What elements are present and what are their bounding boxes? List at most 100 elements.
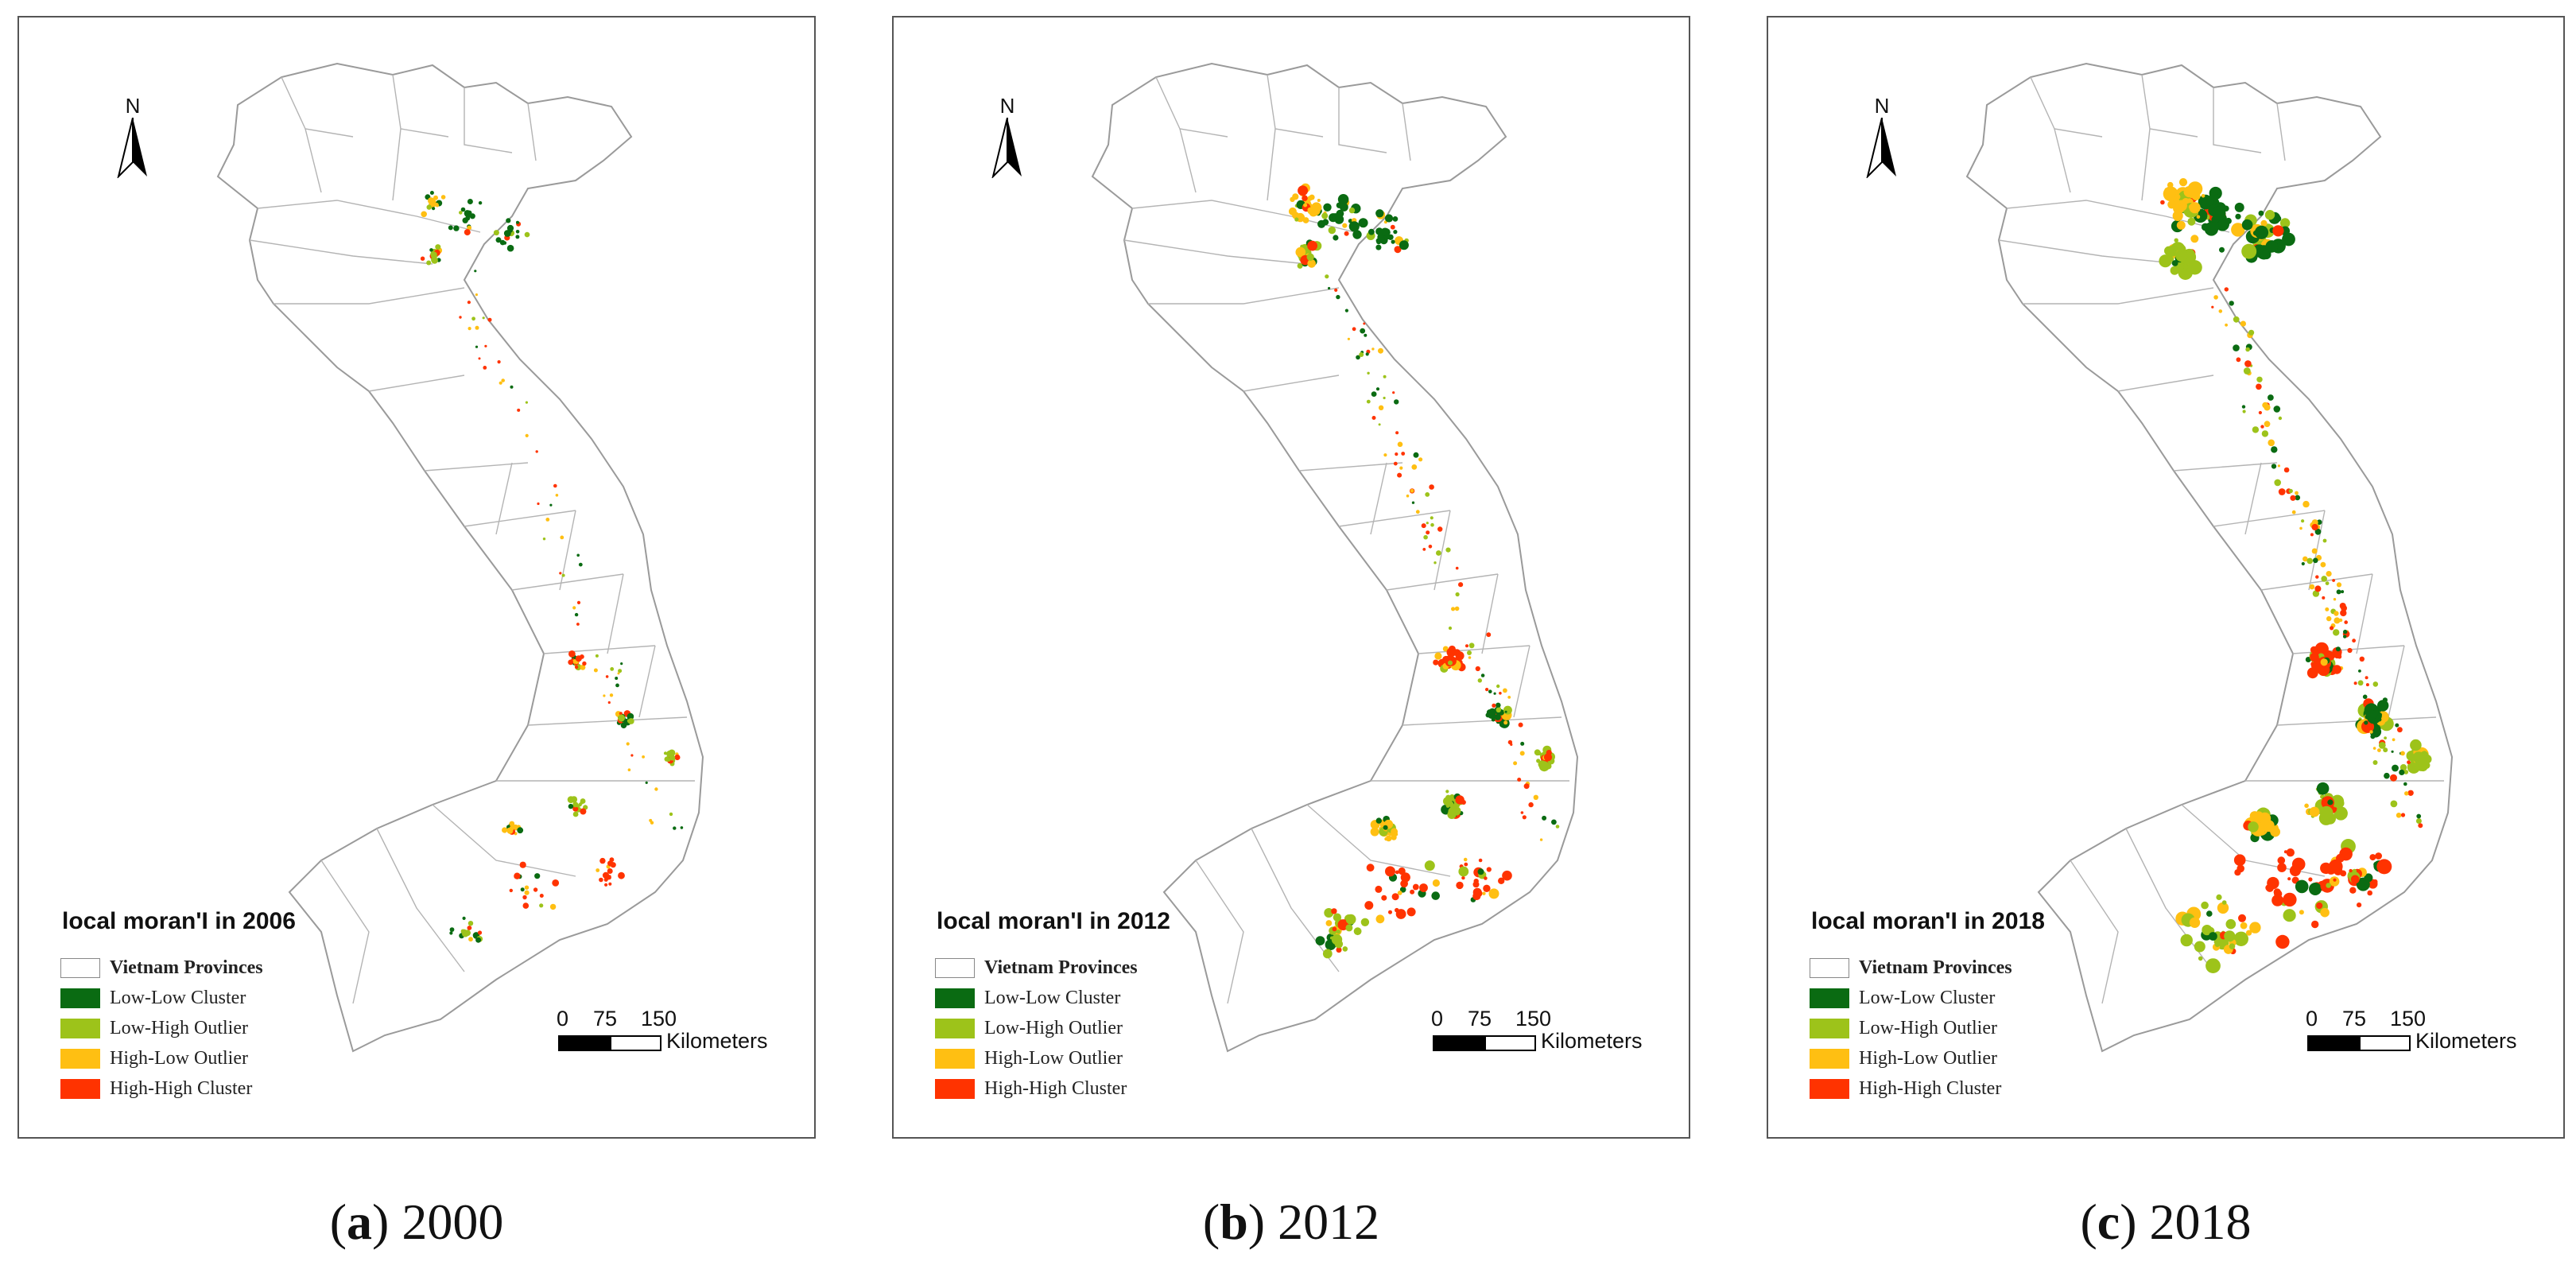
province-border	[1148, 287, 1340, 305]
cluster-cell	[2326, 571, 2332, 577]
cluster-cell	[559, 572, 562, 575]
cluster-cell	[1539, 838, 1543, 841]
cluster-cell	[2295, 879, 2309, 894]
cluster-cell	[2403, 770, 2409, 774]
cluster-cell	[605, 675, 609, 678]
cluster-cell	[2175, 249, 2188, 262]
cluster-cell	[2238, 914, 2246, 922]
cluster-cell	[2233, 854, 2246, 866]
province-border	[2356, 573, 2373, 654]
cluster-cell	[2201, 901, 2209, 910]
cluster-cell	[1371, 416, 1376, 420]
cluster-cell	[1359, 352, 1364, 357]
north-arrow-icon	[991, 118, 1022, 178]
scale-bar: 0 75 150 Kilometers	[2306, 1007, 2552, 1070]
cluster-cell	[431, 257, 438, 264]
cluster-cell	[1380, 821, 1385, 825]
cluster-cell	[1413, 887, 1417, 891]
cluster-cell	[1353, 927, 1362, 936]
cluster-cell	[467, 225, 472, 231]
cluster-cell	[599, 877, 603, 883]
cluster-cell	[1383, 375, 1387, 378]
cluster-cell	[514, 872, 521, 879]
cluster-cell	[1432, 879, 1440, 887]
cluster-cell	[426, 204, 432, 210]
cluster-cell	[2336, 589, 2341, 595]
cluster-cell	[2178, 178, 2188, 187]
cluster-cell	[1363, 322, 1366, 325]
province-swatch	[935, 957, 975, 978]
cluster-cell	[2390, 800, 2398, 808]
cluster-cell	[2311, 548, 2318, 554]
cluster-cell	[506, 218, 511, 223]
legend-label: High-Low Outlier	[984, 1047, 1123, 1069]
cluster-cell	[1434, 652, 1442, 660]
cluster-cell	[2290, 495, 2296, 501]
scale-tick: 0	[2306, 1007, 2318, 1031]
cluster-cell	[2211, 305, 2214, 309]
cluster-cell	[2271, 464, 2277, 469]
legend-label: High-High Cluster	[984, 1077, 1127, 1099]
cluster-cell	[645, 781, 648, 785]
cluster-cell	[2370, 734, 2376, 739]
cluster-cell	[2231, 223, 2245, 237]
cluster-cell	[1454, 606, 1460, 611]
cluster-cell	[1458, 582, 1464, 588]
cluster-cell	[1472, 881, 1480, 888]
caption-b: (b) 2012	[1202, 1194, 1380, 1250]
cluster-cell	[627, 768, 631, 771]
caption-c: (c) 2018	[2080, 1194, 2252, 1250]
province-border	[1481, 573, 1499, 654]
cluster-cell	[2362, 694, 2368, 700]
cluster-cell	[2326, 615, 2332, 622]
cluster-cell	[2375, 852, 2382, 860]
cluster-cell	[1345, 914, 1356, 925]
cluster-cell	[2311, 920, 2319, 929]
cluster-cell	[2302, 500, 2310, 508]
cluster-cell	[2248, 329, 2255, 336]
cluster-cell	[1334, 288, 1338, 292]
cluster-cell	[1496, 715, 1500, 720]
legend-title: local moran'I in 2012	[937, 908, 1170, 934]
cluster-cell	[607, 701, 611, 704]
cluster-cell	[627, 712, 634, 720]
cluster-cell	[2400, 813, 2406, 817]
cluster-cell	[2174, 193, 2181, 200]
cluster-cell	[2295, 495, 2301, 501]
cluster-cell	[1455, 651, 1465, 661]
province-border	[376, 828, 465, 972]
cluster-cell	[1394, 246, 1402, 254]
north-label: N	[125, 94, 141, 118]
cluster-cell	[669, 812, 673, 817]
cluster-cell	[483, 366, 487, 370]
cluster-cell	[1399, 466, 1403, 470]
cluster-cell	[2327, 799, 2334, 805]
cluster-cell	[2316, 902, 2323, 910]
cluster-cell	[2416, 813, 2422, 819]
cluster-cell	[618, 714, 626, 722]
cluster-cell	[2372, 681, 2379, 687]
cluster-cell	[524, 885, 530, 890]
legend-title: local moran'I in 2006	[62, 908, 296, 934]
cluster-cell	[2245, 347, 2250, 352]
cluster-cell	[1392, 216, 1399, 222]
cluster-cell	[495, 237, 502, 243]
cluster-cell	[1428, 545, 1433, 549]
cluster-cell	[1411, 464, 1418, 470]
cluster-cell	[2258, 410, 2262, 415]
country-outline	[1091, 62, 1579, 1053]
cluster-cell	[1445, 547, 1451, 553]
cluster-cell	[2268, 439, 2275, 447]
cluster-cell	[519, 861, 526, 868]
cluster-cell	[1411, 501, 1415, 504]
cluster-cell	[666, 750, 673, 758]
cluster-cell	[2321, 576, 2327, 582]
cluster-cell	[2343, 629, 2348, 635]
cluster-cell	[1393, 230, 1398, 235]
cluster-cell	[1448, 660, 1453, 666]
cluster-cell	[2415, 758, 2428, 771]
cluster-cell	[467, 199, 473, 204]
cluster-cell	[1302, 217, 1309, 223]
province-border	[2260, 573, 2373, 591]
cluster-cell	[1290, 196, 1295, 202]
